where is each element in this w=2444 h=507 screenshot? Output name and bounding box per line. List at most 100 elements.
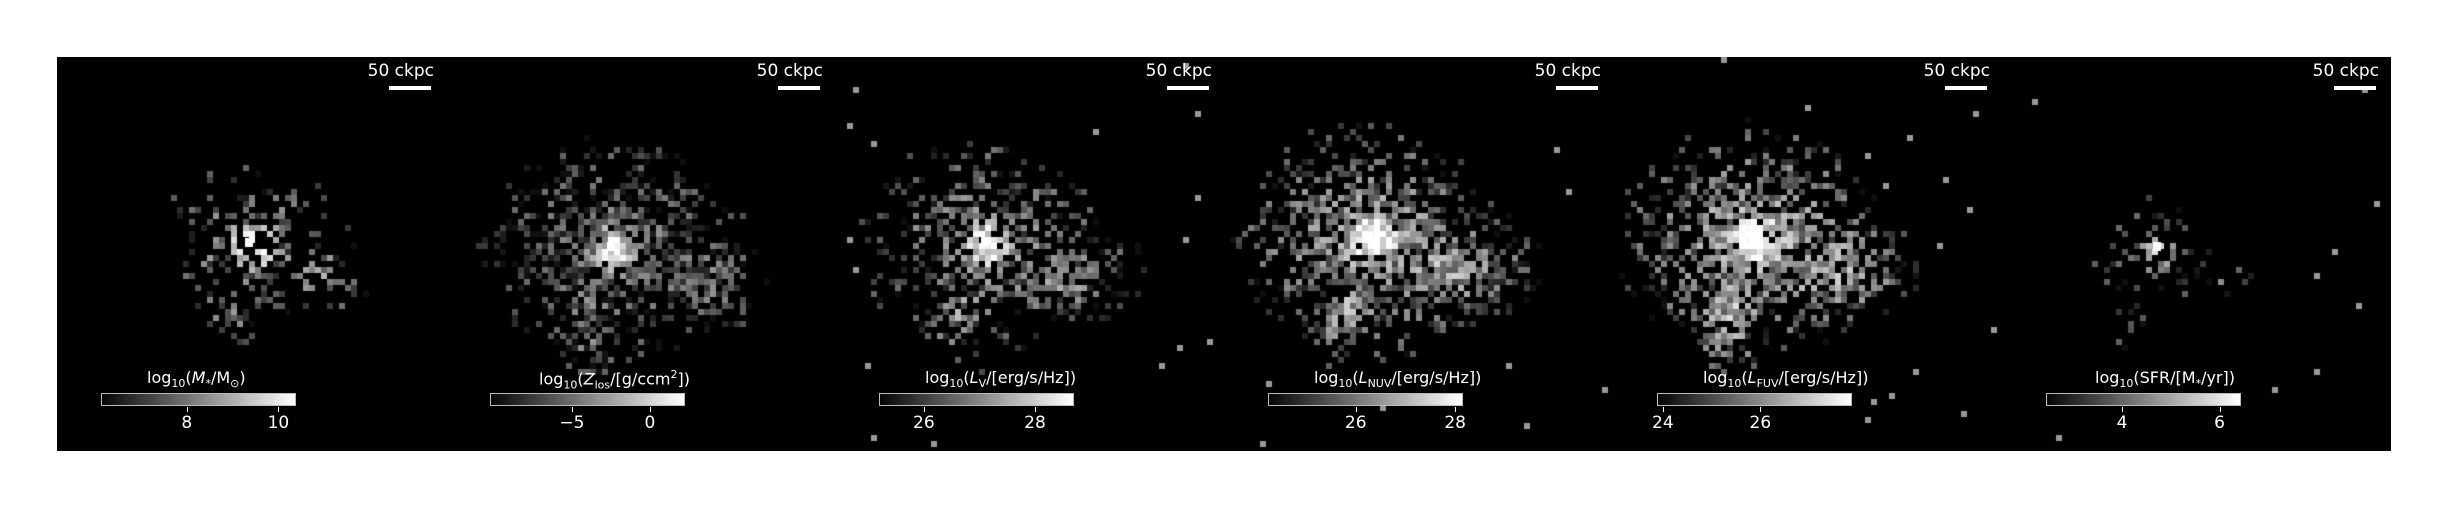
colorbar xyxy=(1268,393,1463,406)
colorbar-label-symbol: SFR/[M xyxy=(2139,368,2196,387)
galaxy-map-image xyxy=(835,57,1224,451)
galaxy-map-panel-1: 50 ckpc log10(M*/M⊙) 8 10 xyxy=(57,57,446,451)
colorbar-label-open: ( xyxy=(1741,368,1748,387)
colorbar xyxy=(879,393,1074,406)
colorbar-label-unit: /[erg/s/Hz] xyxy=(1391,368,1476,387)
colorbar-label: log10(LV/[erg/s/Hz]) xyxy=(925,368,1076,390)
colorbar-label-symbol: M xyxy=(191,368,206,387)
scalebar-line xyxy=(1556,86,1598,90)
colorbar-tick xyxy=(1455,407,1457,412)
colorbar-label-open: ( xyxy=(185,368,192,387)
colorbar xyxy=(490,393,685,406)
colorbar-label-symbol: L xyxy=(1747,368,1757,387)
galaxy-map-image xyxy=(57,57,446,451)
colorbar-label-open: ( xyxy=(2133,368,2140,387)
colorbar-tick-label: 0 xyxy=(644,413,656,433)
colorbar-label-base: 10 xyxy=(1727,377,1742,391)
colorbar-tick-label: 8 xyxy=(181,413,193,433)
colorbar-label-base: 10 xyxy=(949,377,964,391)
galaxy-map-panel-3: 50 ckpc log10(LV/[erg/s/Hz]) 26 28 xyxy=(835,57,1224,451)
scalebar-line xyxy=(2334,86,2376,90)
colorbar-label-close: ) xyxy=(1475,368,1482,387)
colorbar-tick xyxy=(2122,407,2124,412)
galaxy-map-image xyxy=(1224,57,1613,451)
scalebar-line xyxy=(389,86,431,90)
colorbar-label-log: log xyxy=(539,369,564,389)
colorbar-label-symbol-sub: V xyxy=(978,377,987,391)
colorbar-tick xyxy=(923,407,925,412)
colorbar-label-open: ( xyxy=(577,369,584,389)
figure-panel-row: 50 ckpc log10(M*/M⊙) 8 10 50 ckpc log10(Z… xyxy=(57,57,2391,451)
colorbar-label: log10(LNUV/[erg/s/Hz]) xyxy=(1314,368,1481,390)
colorbar-tick xyxy=(1035,407,1036,412)
colorbar-label-symbol-sub: NUV xyxy=(1367,377,1392,391)
colorbar-tick xyxy=(278,407,280,412)
colorbar-label-symbol-sub: los xyxy=(594,378,611,392)
colorbar-label-close: ) xyxy=(1862,368,1869,387)
colorbar-tick-label: 24 xyxy=(1652,413,1674,433)
colorbar-label-symbol-sub: * xyxy=(2195,377,2202,391)
colorbar xyxy=(2046,393,2241,406)
colorbar-tick xyxy=(649,407,651,412)
scalebar-line xyxy=(1167,86,1209,90)
colorbar-label-base: 10 xyxy=(171,377,186,391)
colorbar xyxy=(1657,393,1852,406)
colorbar-tick-label: 10 xyxy=(267,413,290,433)
colorbar-label-log: log xyxy=(1703,368,1728,387)
colorbar-label-sup: 2 xyxy=(670,368,678,381)
colorbar-tick xyxy=(1355,407,1357,412)
galaxy-map-panel-6: 50 ckpc log10(SFR/[M*/yr]) 4 6 xyxy=(2002,57,2391,451)
galaxy-map-image xyxy=(1613,57,2002,451)
colorbar-label: log10(SFR/[M*/yr]) xyxy=(2095,368,2235,390)
colorbar-label-close: ) xyxy=(1069,368,1077,387)
scalebar-label: 50 ckpc xyxy=(2312,61,2379,81)
colorbar-label-log: log xyxy=(925,368,950,387)
colorbar-tick xyxy=(2219,407,2221,412)
colorbar-label-symbol-sub: * xyxy=(205,377,211,391)
colorbar-label-base: 10 xyxy=(1338,377,1353,391)
colorbar-tick-label: 28 xyxy=(1024,413,1046,433)
colorbar-tick-label: −5 xyxy=(559,413,585,433)
scalebar-label: 50 ckpc xyxy=(367,61,434,81)
colorbar-tick-label: 26 xyxy=(913,413,935,433)
colorbar-label-base: 10 xyxy=(2119,377,2134,391)
colorbar-label-unit: /[g/ccm xyxy=(610,369,671,389)
colorbar-tick xyxy=(1760,407,1762,412)
galaxy-map-image xyxy=(446,57,835,451)
colorbar-label-log: log xyxy=(2095,368,2120,387)
scalebar-label: 50 ckpc xyxy=(1534,61,1601,81)
colorbar-label-log: log xyxy=(147,368,172,387)
colorbar-tick xyxy=(571,407,573,412)
colorbar-label-open: ( xyxy=(963,368,970,387)
colorbar-tick xyxy=(1662,407,1664,412)
scalebar-label: 50 ckpc xyxy=(756,61,823,81)
galaxy-map-panel-4: 50 ckpc log10(LNUV/[erg/s/Hz]) 26 28 xyxy=(1224,57,1613,451)
colorbar-tick xyxy=(186,407,188,412)
colorbar-tick-label: 26 xyxy=(1749,413,1772,433)
colorbar-label-unit: /[erg/s/Hz] xyxy=(986,368,1070,387)
scalebar-line xyxy=(778,86,820,90)
colorbar-label-unit: /[erg/s/Hz] xyxy=(1778,368,1863,387)
colorbar xyxy=(101,393,296,406)
colorbar-label-symbol-sub: FUV xyxy=(1756,377,1779,391)
colorbar-tick-label: 28 xyxy=(1444,413,1467,433)
scalebar-label: 50 ckpc xyxy=(1145,61,1212,81)
colorbar-label-unit-sub: ⊙ xyxy=(230,377,240,391)
galaxy-map-panel-2: 50 ckpc log10(Zlos/[g/ccm2]) −5 0 xyxy=(446,57,835,451)
colorbar-tick-label: 4 xyxy=(2116,413,2128,433)
colorbar-label: log10(LFUV/[erg/s/Hz]) xyxy=(1703,368,1868,390)
colorbar-label-close: ]) xyxy=(677,369,690,389)
colorbar-label-symbol: Z xyxy=(583,369,595,389)
galaxy-map-panel-5: 50 ckpc log10(LFUV/[erg/s/Hz]) 24 26 xyxy=(1613,57,2002,451)
scalebar-label: 50 ckpc xyxy=(1923,61,1990,81)
colorbar-label-log: log xyxy=(1314,368,1339,387)
colorbar-label-symbol: L xyxy=(969,368,979,387)
colorbar-label: log10(Zlos/[g/ccm2]) xyxy=(539,368,690,392)
colorbar-tick-label: 6 xyxy=(2214,413,2225,433)
colorbar-label-close: ) xyxy=(239,368,246,387)
colorbar-tick-label: 26 xyxy=(1344,413,1367,433)
colorbar-label-base: 10 xyxy=(563,378,578,392)
scalebar-line xyxy=(1945,86,1987,90)
colorbar-label-unit: /yr]) xyxy=(2201,368,2235,387)
galaxy-map-image xyxy=(2002,57,2391,451)
